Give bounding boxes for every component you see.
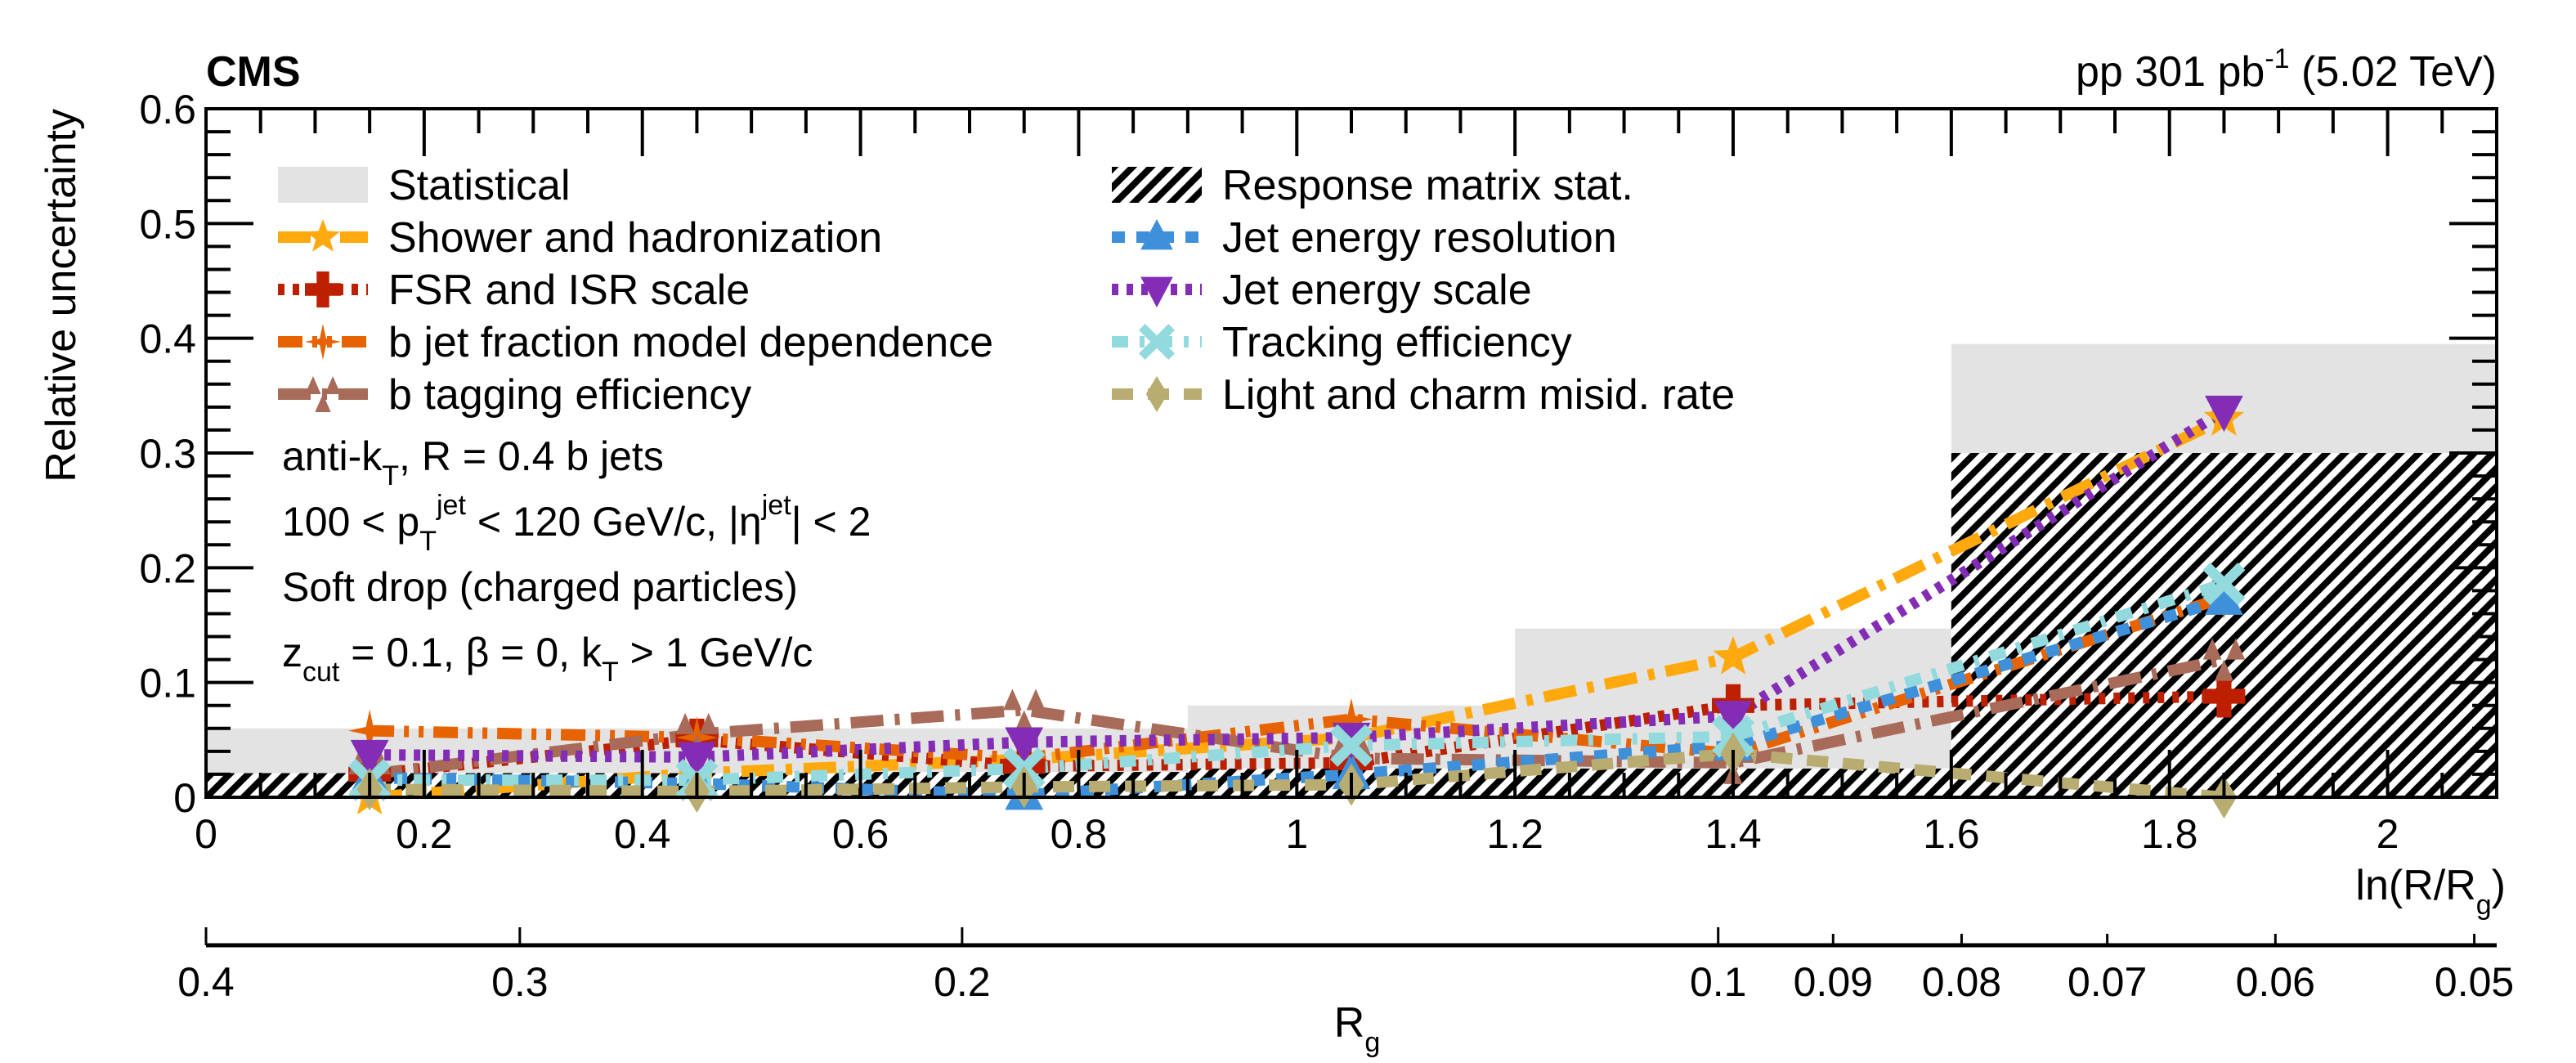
legend-marker-icon: [305, 376, 341, 412]
legend: Statistical Shower and hadronization FSR a…: [278, 162, 1735, 419]
legend-item: FSR and ISR scale: [278, 267, 750, 314]
legend-item: b tagging efficiency: [278, 371, 751, 419]
y-axis-label: Relative uncertainty: [38, 109, 85, 482]
y-tick-label: 0.2: [139, 545, 196, 591]
x-tick-label: 1.2: [1486, 811, 1543, 857]
legend-label: Statistical: [388, 162, 571, 209]
y-tick-label: 0.6: [139, 87, 196, 132]
y-tick-label: 0.5: [139, 201, 196, 247]
legend-item: Shower and hadronization: [278, 214, 882, 262]
x-tick-label: 1.6: [1923, 811, 1980, 857]
legend-item: Statistical: [278, 162, 571, 209]
x-axis-label: ln(R/Rg): [2355, 862, 2506, 921]
y-tick-label: 0: [173, 775, 196, 821]
legend-swatch: [1112, 167, 1202, 203]
legend-marker-icon: [1140, 219, 1173, 250]
legend-item: Light and charm misid. rate: [1112, 371, 1735, 419]
x-tick-label: 0.4: [614, 811, 671, 857]
legend-label: Shower and hadronization: [388, 214, 882, 262]
response-matrix-band-bin: [1951, 453, 2497, 797]
secondary-x-tick-label: 0.2: [934, 959, 991, 1005]
x-tick-label: 0: [195, 811, 217, 857]
secondary-x-tick-label: 0.4: [177, 959, 235, 1005]
annotation-line: anti-kT, R = 0.4 b jets: [282, 433, 664, 491]
data-point-jet-energy-scale: [678, 742, 716, 778]
legend-item: Jet energy resolution: [1112, 214, 1617, 262]
data-point-tracking-efficiency: [2202, 562, 2246, 605]
data-point-b-tagging-efficiency: [1002, 688, 1046, 732]
legend-item: b jet fraction model dependence: [278, 319, 993, 366]
legend-marker-icon: [1139, 324, 1175, 360]
legend-label: Response matrix stat.: [1222, 162, 1633, 209]
annotation-line: 100 < pTjet < 120 GeV/c, |ηjet| < 2: [282, 490, 871, 557]
data-point-jet-energy-scale: [350, 739, 389, 777]
data-point-fsr-and-isr-scale: [2202, 675, 2246, 718]
legend-marker-icon: [1140, 276, 1173, 307]
x-tick-label: 0.8: [1051, 811, 1108, 857]
legend-marker-icon: [305, 271, 341, 307]
experiment-label: CMS: [206, 48, 301, 96]
legend-label: FSR and ISR scale: [388, 267, 750, 314]
x-tick-label: 0.2: [396, 811, 453, 857]
data-point-b-jet-fraction-model-dependence: [348, 709, 392, 752]
x-tick-label: 1: [1285, 811, 1308, 857]
y-tick-label: 0.4: [139, 316, 196, 362]
legend-swatch: [278, 167, 368, 203]
axes: 0 0.1 0.2 0.3 0.4 0.5 0.6 0 0.2 0.4 0.6 0.8 1 1.2 1.4 1…: [139, 87, 2514, 1005]
data-point-b-tagging-efficiency: [2202, 638, 2246, 681]
data-point-b-tagging-efficiency: [675, 712, 719, 756]
data-point-jet-energy-scale: [2205, 395, 2243, 433]
secondary-x-tick-label: 0.07: [2068, 959, 2147, 1005]
data-point-jet-energy-scale: [1714, 701, 1753, 738]
secondary-x-tick-label: 0.06: [2236, 959, 2315, 1005]
secondary-x-tick-label: 0.3: [491, 959, 549, 1005]
data-point-jet-energy-scale: [1005, 727, 1044, 764]
x-tick-label: 0.6: [832, 811, 889, 857]
secondary-x-tick-label: 0.1: [1690, 959, 1747, 1005]
legend-item: Tracking efficiency: [1112, 319, 1572, 366]
legend-label: Tracking efficiency: [1222, 319, 1572, 366]
y-tick-label: 0.3: [139, 431, 196, 477]
annotation-line: Soft drop (charged particles): [282, 564, 798, 610]
legend-marker-icon: [305, 324, 341, 360]
secondary-x-tick-label: 0.09: [1794, 959, 1873, 1005]
x-tick-label: 2: [2377, 811, 2399, 857]
legend-marker-icon: [306, 219, 340, 252]
x-tick-label: 1.4: [1705, 811, 1762, 857]
x-tick-label: 1.8: [2141, 811, 2198, 857]
legend-item: Response matrix stat.: [1112, 162, 1633, 209]
annotation-line: zcut = 0.1, β = 0, kT > 1 GeV/c: [282, 630, 813, 688]
legend-label: Light and charm misid. rate: [1222, 371, 1735, 419]
legend-item: Jet energy scale: [1112, 267, 1532, 314]
data-point-jet-energy-resolution: [2205, 578, 2243, 615]
legend-label: b jet fraction model dependence: [388, 319, 993, 366]
legend-marker-icon: [1145, 376, 1168, 412]
series-line-jet-energy-scale: [370, 406, 2228, 763]
legend-label: Jet energy resolution: [1222, 214, 1617, 262]
data-point-b-jet-fraction-model-dependence: [1330, 697, 1373, 741]
secondary-x-tick-label: 0.08: [1922, 959, 2001, 1005]
y-tick-label: 0.1: [139, 661, 196, 706]
data-point-tracking-efficiency: [1330, 724, 1373, 767]
series-line-b-tagging-efficiency: [369, 653, 2225, 780]
secondary-x-axis-label: Rg: [1334, 999, 1380, 1058]
series-line-b-jet-fraction-model-dependence: [369, 592, 2226, 765]
lumi-label: pp 301 pb-1 (5.02 TeV): [2076, 43, 2497, 96]
legend-label: Jet energy scale: [1222, 267, 1532, 314]
secondary-x-tick-label: 0.05: [2435, 959, 2514, 1005]
data-point-shower-and-hadronization: [1713, 635, 1754, 675]
legend-label: b tagging efficiency: [388, 371, 751, 419]
